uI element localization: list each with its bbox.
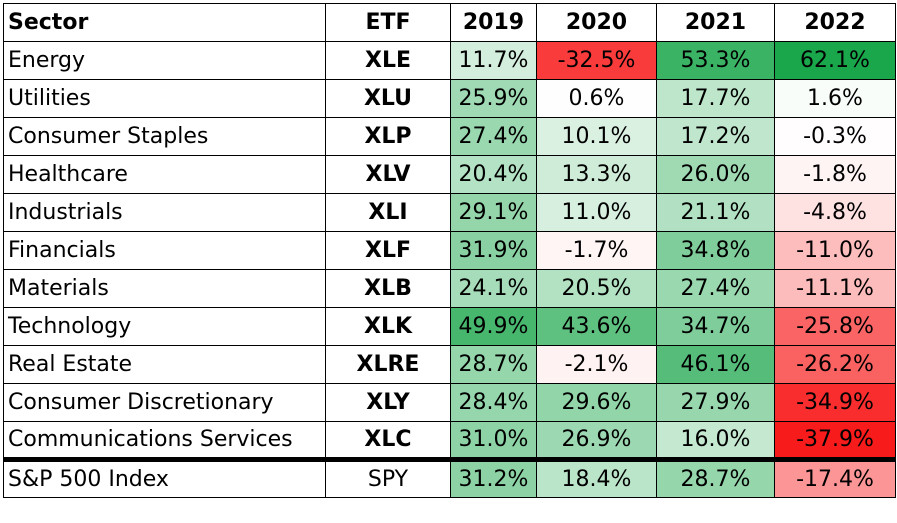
return-cell-2021: 17.7%: [656, 79, 775, 118]
etf-cell: XLB: [325, 269, 451, 308]
return-cell-2022: -1.8%: [774, 155, 896, 194]
return-cell-2019: 20.4%: [450, 155, 537, 194]
return-cell-2022: 1.6%: [774, 79, 896, 118]
sector-returns-table: Sector ETF 2019 2020 2021 2022 Energy XLE…: [3, 3, 896, 498]
sector-cell: Utilities: [3, 79, 326, 118]
sector-cell: Energy: [3, 41, 326, 80]
return-cell-2022: -11.1%: [774, 269, 896, 308]
return-cell-2021: 16.0%: [656, 421, 775, 460]
table-row: Communications Services XLC 31.0% 26.9% 16.0…: [3, 421, 896, 460]
return-cell-2022: -4.8%: [774, 193, 896, 232]
return-cell-2020: -2.1%: [536, 345, 657, 384]
etf-cell: XLC: [325, 421, 451, 460]
return-cell-2020: -32.5%: [536, 41, 657, 80]
table-body: Energy XLE 11.7% -32.5% 53.3% 62.1% Utilities X…: [3, 41, 896, 498]
return-cell-2020: 13.3%: [536, 155, 657, 194]
return-cell-2021: 46.1%: [656, 345, 775, 384]
return-cell-2021: 21.1%: [656, 193, 775, 232]
table-row: Financials XLF 31.9% -1.7% 34.8% -11.0%: [3, 231, 896, 270]
table-row: Technology XLK 49.9% 43.6% 34.7% -25.8%: [3, 307, 896, 346]
return-cell-2019: 31.2%: [450, 457, 537, 498]
return-cell-2019: 31.9%: [450, 231, 537, 270]
return-cell-2020: 20.5%: [536, 269, 657, 308]
sector-cell: Industrials: [3, 193, 326, 232]
sector-cell: Technology: [3, 307, 326, 346]
etf-cell: XLF: [325, 231, 451, 270]
return-cell-2020: -1.7%: [536, 231, 657, 270]
summary-row: S&P 500 Index SPY 31.2% 18.4% 28.7% -17.4%: [3, 457, 896, 498]
sector-cell: Consumer Staples: [3, 117, 326, 156]
return-cell-2022: -37.9%: [774, 421, 896, 460]
return-cell-2020: 18.4%: [536, 457, 657, 498]
return-cell-2019: 28.4%: [450, 383, 537, 422]
etf-cell: SPY: [325, 457, 451, 498]
return-cell-2019: 49.9%: [450, 307, 537, 346]
sector-cell: Consumer Discretionary: [3, 383, 326, 422]
return-cell-2020: 11.0%: [536, 193, 657, 232]
return-cell-2022: -11.0%: [774, 231, 896, 270]
header-row: Sector ETF 2019 2020 2021 2022: [3, 3, 896, 42]
return-cell-2022: -17.4%: [774, 457, 896, 498]
return-cell-2019: 31.0%: [450, 421, 537, 460]
return-cell-2021: 28.7%: [656, 457, 775, 498]
return-cell-2022: 62.1%: [774, 41, 896, 80]
column-header-etf: ETF: [325, 3, 451, 42]
table-row: Industrials XLI 29.1% 11.0% 21.1% -4.8%: [3, 193, 896, 232]
column-header-2019: 2019: [450, 3, 537, 42]
return-cell-2021: 27.4%: [656, 269, 775, 308]
table-row: Consumer Discretionary XLY 28.4% 29.6% 27.9%…: [3, 383, 896, 422]
return-cell-2019: 11.7%: [450, 41, 537, 80]
etf-cell: XLI: [325, 193, 451, 232]
etf-cell: XLV: [325, 155, 451, 194]
table-row: Energy XLE 11.7% -32.5% 53.3% 62.1%: [3, 41, 896, 80]
return-cell-2022: -25.8%: [774, 307, 896, 346]
return-cell-2019: 28.7%: [450, 345, 537, 384]
return-cell-2022: -34.9%: [774, 383, 896, 422]
return-cell-2021: 53.3%: [656, 41, 775, 80]
return-cell-2021: 34.7%: [656, 307, 775, 346]
etf-cell: XLK: [325, 307, 451, 346]
sector-cell: Real Estate: [3, 345, 326, 384]
return-cell-2021: 34.8%: [656, 231, 775, 270]
table-row: Materials XLB 24.1% 20.5% 27.4% -11.1%: [3, 269, 896, 308]
return-cell-2021: 17.2%: [656, 117, 775, 156]
return-cell-2020: 0.6%: [536, 79, 657, 118]
return-cell-2019: 25.9%: [450, 79, 537, 118]
return-cell-2020: 10.1%: [536, 117, 657, 156]
return-cell-2019: 24.1%: [450, 269, 537, 308]
sector-cell: Financials: [3, 231, 326, 270]
etf-cell: XLE: [325, 41, 451, 80]
return-cell-2020: 26.9%: [536, 421, 657, 460]
return-cell-2019: 29.1%: [450, 193, 537, 232]
table-row: Consumer Staples XLP 27.4% 10.1% 17.2% -0.3%: [3, 117, 896, 156]
return-cell-2021: 26.0%: [656, 155, 775, 194]
table-row: Healthcare XLV 20.4% 13.3% 26.0% -1.8%: [3, 155, 896, 194]
return-cell-2022: -0.3%: [774, 117, 896, 156]
etf-cell: XLP: [325, 117, 451, 156]
return-cell-2020: 29.6%: [536, 383, 657, 422]
etf-cell: XLU: [325, 79, 451, 118]
sector-cell: Materials: [3, 269, 326, 308]
table-row: Utilities XLU 25.9% 0.6% 17.7% 1.6%: [3, 79, 896, 118]
table-row: Real Estate XLRE 28.7% -2.1% 46.1% -26.2%: [3, 345, 896, 384]
column-header-2022: 2022: [774, 3, 896, 42]
column-header-2021: 2021: [656, 3, 775, 42]
column-header-2020: 2020: [536, 3, 657, 42]
etf-cell: XLY: [325, 383, 451, 422]
return-cell-2019: 27.4%: [450, 117, 537, 156]
return-cell-2022: -26.2%: [774, 345, 896, 384]
etf-cell: XLRE: [325, 345, 451, 384]
sector-cell: S&P 500 Index: [3, 457, 326, 498]
column-header-sector: Sector: [3, 3, 326, 42]
return-cell-2021: 27.9%: [656, 383, 775, 422]
return-cell-2020: 43.6%: [536, 307, 657, 346]
sector-cell: Communications Services: [3, 421, 326, 460]
sector-cell: Healthcare: [3, 155, 326, 194]
